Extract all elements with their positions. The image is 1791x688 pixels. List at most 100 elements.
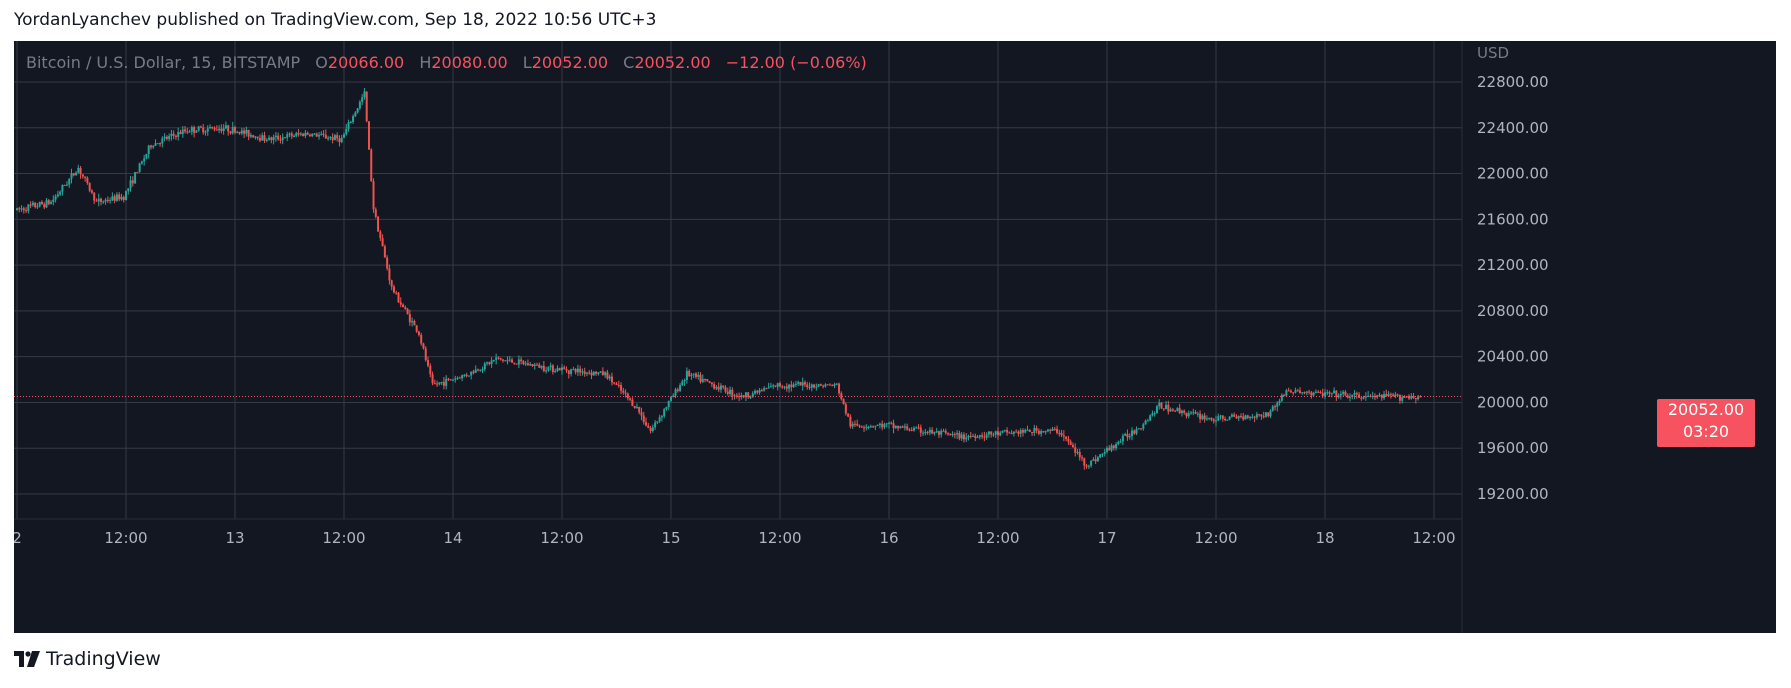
candle-body: [851, 423, 854, 427]
candlestick-chart[interactable]: 22800.00 22400.00 22000.00 21600.00 21200.00…: [14, 41, 1776, 633]
candle-body: [1283, 394, 1286, 396]
candle-body: [261, 135, 264, 141]
candle-body: [511, 359, 514, 363]
candle-body: [1317, 391, 1320, 393]
candle-body: [1192, 412, 1195, 414]
open-label: O: [315, 53, 328, 72]
candle-body: [61, 184, 64, 192]
candle-body: [536, 364, 539, 366]
candle-body: [279, 139, 282, 141]
candle-body: [685, 370, 688, 380]
candle-body: [1278, 400, 1281, 403]
candle-body: [969, 435, 972, 437]
candle-body: [1335, 390, 1338, 398]
candle-body: [1355, 393, 1358, 395]
candle-body: [883, 424, 886, 428]
price-tick-label: 19200.00: [1477, 485, 1549, 503]
candle-body: [1106, 447, 1108, 452]
candle-body: [256, 136, 259, 139]
candle-body: [735, 395, 738, 397]
candle-body: [34, 202, 37, 207]
candle-body: [576, 368, 579, 373]
candle-body: [853, 423, 856, 425]
price-axis[interactable]: 22800.00 22400.00 22000.00 21600.00 21200.00…: [1477, 73, 1549, 503]
candle-body: [1371, 395, 1374, 397]
candle-body: [31, 202, 34, 206]
candle-body: [842, 399, 845, 405]
candle-body: [222, 128, 225, 131]
candle-body: [620, 385, 623, 391]
candle-body: [1346, 395, 1349, 398]
candle-body: [567, 370, 570, 374]
candle-body: [928, 429, 931, 433]
candle-body: [311, 134, 314, 137]
candle-body: [1239, 416, 1242, 418]
candle-body: [115, 194, 118, 201]
candle-body: [1110, 445, 1113, 451]
symbol-label[interactable]: Bitcoin / U.S. Dollar, 15, BITSTAMP: [26, 53, 301, 72]
candle-body: [1383, 394, 1386, 398]
candle-body: [354, 112, 357, 117]
candle-body: [924, 432, 927, 434]
candle-body: [645, 422, 648, 426]
candle-body: [1167, 404, 1170, 412]
candle-body: [744, 392, 747, 398]
candle-body: [885, 423, 888, 425]
candle-body: [531, 364, 534, 367]
candle-body: [708, 381, 711, 383]
candle-body: [272, 137, 275, 141]
candle-body: [949, 433, 952, 436]
candle-body: [113, 196, 116, 201]
candle-body: [249, 135, 252, 137]
candle-body: [767, 387, 770, 389]
candle-body: [220, 128, 223, 131]
candle-body: [572, 369, 575, 371]
candle-body: [100, 198, 103, 202]
candle-body: [138, 163, 141, 173]
candle-body: [799, 382, 802, 386]
candle-body: [1289, 390, 1292, 393]
close-value: 20052.00: [634, 53, 711, 72]
candle-body: [1299, 390, 1302, 393]
footer-brand[interactable]: TradingView: [14, 648, 161, 670]
candle-body: [865, 426, 868, 428]
candle-body: [1046, 429, 1049, 432]
candle-body: [65, 184, 68, 186]
candle-body: [769, 386, 772, 388]
candle-body: [508, 359, 511, 361]
candle-body: [186, 131, 189, 133]
candle-body: [438, 382, 441, 385]
candle-body: [370, 149, 373, 182]
time-tick-label: 16: [879, 529, 898, 547]
candle-body: [1035, 428, 1038, 431]
candle-body: [697, 374, 700, 377]
candle-body: [1260, 414, 1263, 417]
candle-body: [606, 372, 609, 379]
candle-body: [472, 371, 475, 373]
candle-body: [760, 390, 763, 392]
candle-body: [179, 132, 182, 135]
candle-body: [195, 130, 198, 133]
chart-panel[interactable]: 22800.00 22400.00 22000.00 21600.00 21200.00…: [14, 41, 1776, 633]
candle-body: [960, 434, 963, 439]
candle-body: [356, 108, 359, 113]
candle-body: [490, 360, 493, 364]
time-axis[interactable]: 2 12:00 13 12:00 14 12:00 15 12:00 16 12:00 17 12:0…: [14, 529, 1456, 547]
candle-body: [1376, 395, 1379, 398]
candle-body: [72, 173, 75, 176]
candle-body: [579, 368, 582, 373]
candle-body: [397, 292, 400, 303]
candle-body: [985, 434, 988, 438]
candle-body: [463, 374, 466, 376]
candle-body: [551, 365, 554, 372]
candle-body: [722, 385, 725, 388]
candle-body: [25, 210, 28, 212]
candle-body: [204, 131, 207, 133]
candle-body: [252, 135, 255, 138]
candle-body: [352, 116, 355, 123]
candle-body: [1410, 396, 1413, 399]
candle-body: [981, 435, 984, 437]
candle-body: [111, 196, 114, 201]
candle-body: [801, 382, 804, 386]
candle-body: [320, 133, 323, 136]
